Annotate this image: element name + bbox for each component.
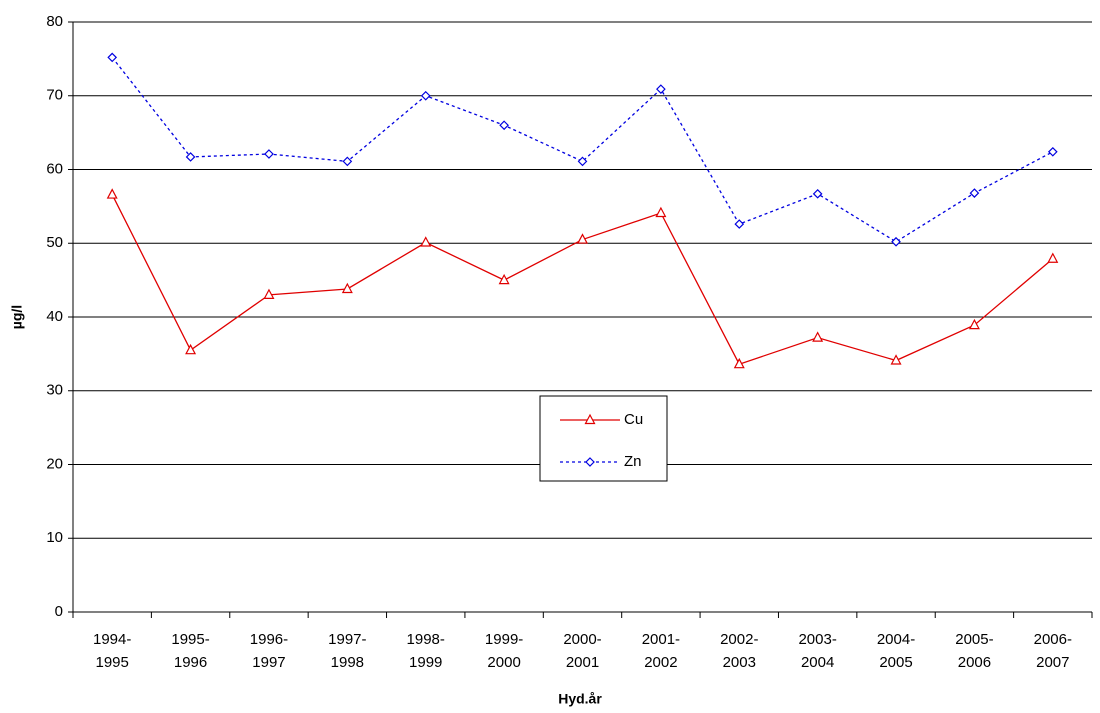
marker — [968, 318, 980, 330]
series-line — [111, 194, 1054, 365]
marker — [969, 188, 980, 198]
marker — [890, 354, 902, 365]
marker — [1047, 146, 1058, 157]
y-tick-label: 70 — [46, 87, 63, 104]
x-tick-label: 2002-2003 — [720, 631, 759, 671]
y-tick-label: 40 — [46, 308, 63, 325]
marker — [812, 188, 823, 199]
marker — [106, 188, 118, 199]
marker — [812, 331, 824, 342]
legend-label: Cu — [624, 411, 643, 428]
y-tick-label: 60 — [46, 160, 63, 177]
x-tick-label: 1995-1996 — [171, 631, 210, 671]
marker — [655, 206, 667, 218]
x-tick-label: 2003-2004 — [798, 631, 837, 671]
x-tick-label: 2004-2005 — [876, 631, 916, 671]
x-tick-label: 2005-2006 — [955, 631, 994, 671]
x-tick-label: 1994-1995 — [93, 631, 132, 671]
marker — [585, 457, 595, 467]
marker — [420, 90, 431, 101]
marker — [341, 282, 353, 294]
y-axis-label: µg/l — [9, 305, 25, 329]
marker — [1047, 252, 1059, 263]
legend-box — [539, 395, 668, 482]
legend-label: Zn — [624, 453, 642, 470]
marker — [342, 156, 353, 167]
x-tick-label: 1997-1998 — [328, 631, 367, 671]
marker — [263, 288, 275, 299]
x-axis-label: Hyd.år — [558, 691, 602, 707]
x-tick-label: 2006-2007 — [1033, 631, 1072, 671]
y-tick-label: 50 — [46, 234, 63, 251]
y-tick-label: 30 — [46, 382, 63, 399]
x-tick-label: 1996-1997 — [249, 631, 289, 671]
marker — [734, 219, 745, 229]
marker — [656, 84, 666, 94]
y-tick-label: 0 — [55, 603, 63, 620]
x-tick-label: 1999-2000 — [484, 631, 524, 671]
marker — [498, 273, 510, 285]
marker — [420, 236, 432, 247]
marker — [185, 152, 196, 162]
y-tick-label: 20 — [46, 455, 63, 472]
x-tick-label: 1998-1999 — [406, 631, 445, 671]
marker — [584, 413, 596, 425]
legend: Cu Zn — [539, 395, 668, 482]
x-tick-label: 2000-2001 — [563, 631, 602, 671]
marker — [264, 149, 274, 159]
marker — [185, 343, 197, 355]
marker — [891, 236, 901, 247]
marker — [577, 233, 588, 244]
x-tick-label: 2001-2002 — [641, 631, 681, 671]
y-tick-label: 10 — [46, 529, 63, 546]
marker — [733, 357, 745, 369]
y-tick-label: 80 — [46, 13, 63, 30]
marker — [577, 156, 588, 167]
marker — [499, 120, 509, 131]
series-line — [111, 56, 1054, 243]
marker — [107, 52, 118, 63]
